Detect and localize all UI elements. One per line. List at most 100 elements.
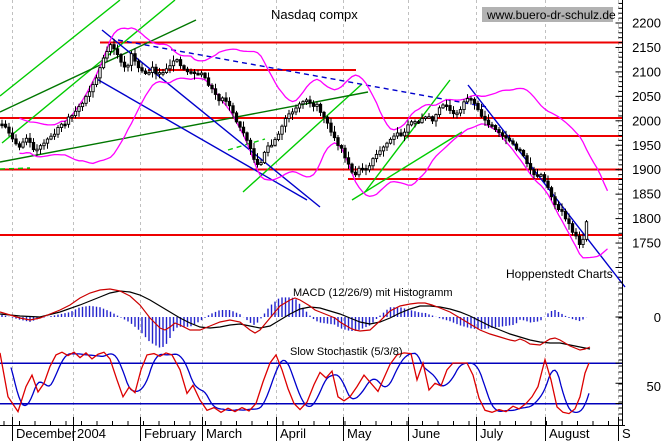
month-label: February [144, 426, 197, 441]
candle-body [24, 137, 29, 143]
candle-body [371, 158, 375, 167]
candle-body [227, 100, 232, 107]
candle-body [273, 139, 277, 146]
candle-body [423, 116, 428, 119]
candle-body [364, 168, 368, 171]
candle-body [73, 110, 78, 117]
candle-body [59, 123, 64, 128]
candle-body [189, 71, 193, 74]
candle-body [14, 138, 18, 145]
candle-body [374, 153, 379, 160]
candle-body [35, 148, 39, 152]
axes [0, 0, 625, 441]
price-tick-label: 2100 [632, 64, 661, 79]
candle-body [255, 158, 260, 165]
candle-body [150, 66, 155, 73]
candle-body [126, 64, 130, 68]
candle-body [350, 163, 354, 173]
candle-body [486, 119, 491, 126]
darkgreen-trendline [0, 19, 197, 113]
candle-body [381, 146, 386, 152]
candle-body [133, 53, 137, 62]
bollinger-bands [19, 27, 609, 259]
candle-body [577, 235, 582, 245]
candle-body [392, 135, 396, 140]
candle-body [192, 71, 197, 75]
candle-body [385, 142, 389, 148]
candle-body [476, 103, 480, 111]
stoch-label: Slow Stochastik (5/3/8) [290, 346, 403, 358]
price-tick-label: 1950 [632, 138, 661, 153]
candle-body [63, 123, 67, 127]
candle-body [483, 115, 487, 121]
candle-body [574, 231, 578, 237]
candle-body [413, 121, 417, 124]
candle-body [294, 107, 298, 113]
candle-body [206, 77, 211, 86]
candle-body [56, 127, 60, 135]
candle-body [469, 98, 473, 101]
candle-body [444, 104, 449, 108]
candle-body [416, 121, 421, 124]
price-tick-label: 2000 [632, 113, 661, 128]
candle-body [108, 44, 113, 52]
month-label: December [16, 426, 77, 441]
candle-body [38, 145, 43, 150]
candle-body [143, 70, 148, 74]
candle-body [42, 142, 46, 147]
price-tick-label: 2200 [632, 16, 661, 31]
candle-body [406, 124, 410, 133]
bollinger-lower [19, 77, 608, 259]
candle-body [45, 138, 50, 144]
candle-body [458, 109, 463, 114]
candle-body [451, 110, 456, 115]
candle-body [546, 180, 550, 189]
candle-body [542, 174, 547, 182]
candle-body [528, 163, 533, 170]
month-label: 2004 [77, 426, 106, 441]
candle-body [287, 113, 291, 119]
candle-body [539, 174, 543, 177]
month-label: S [622, 426, 631, 441]
candle-body [157, 72, 162, 75]
candle-body [196, 72, 200, 76]
month-label: June [412, 426, 440, 441]
candle-body [147, 72, 151, 75]
macd-label: MACD (12/26/9) mit Histogramm [293, 287, 453, 299]
candle-body [248, 139, 253, 150]
chart-title: Nasdaq compx [271, 7, 358, 22]
candle-body [140, 67, 144, 72]
candle-body [507, 137, 512, 142]
stoch-d-line [10, 352, 590, 414]
candle-body [336, 137, 340, 146]
axis-labels: 2200 2150 2100 2050 2000 1950 1900 1850 1800 1750… [16, 16, 661, 442]
candle-body [220, 97, 225, 102]
candle-body [52, 133, 57, 137]
candle-body [367, 165, 372, 171]
macd-zero-tick-label: 0 [654, 310, 661, 325]
watermark-background [482, 7, 613, 22]
candle-body [339, 145, 344, 149]
candle-body [94, 77, 99, 85]
candle-body [500, 132, 505, 137]
candle-body [581, 238, 585, 245]
candle-body [3, 123, 8, 128]
candle-body [91, 84, 95, 93]
candle-body [119, 54, 123, 63]
candle-body [129, 53, 134, 66]
candle-body [122, 61, 127, 68]
candle-body [31, 141, 36, 151]
candle-body [493, 125, 498, 131]
lime-trendline [1, 0, 176, 144]
candle-body [10, 132, 15, 140]
candle-body [511, 140, 515, 145]
candle-body [532, 168, 536, 176]
month-label: July [480, 426, 504, 441]
candle-body [87, 91, 92, 97]
month-label: May [347, 426, 372, 441]
candle-body [199, 72, 204, 76]
candle-body [427, 116, 431, 119]
candle-body [479, 109, 484, 117]
candle-body [304, 99, 309, 103]
candle-body [549, 187, 554, 198]
